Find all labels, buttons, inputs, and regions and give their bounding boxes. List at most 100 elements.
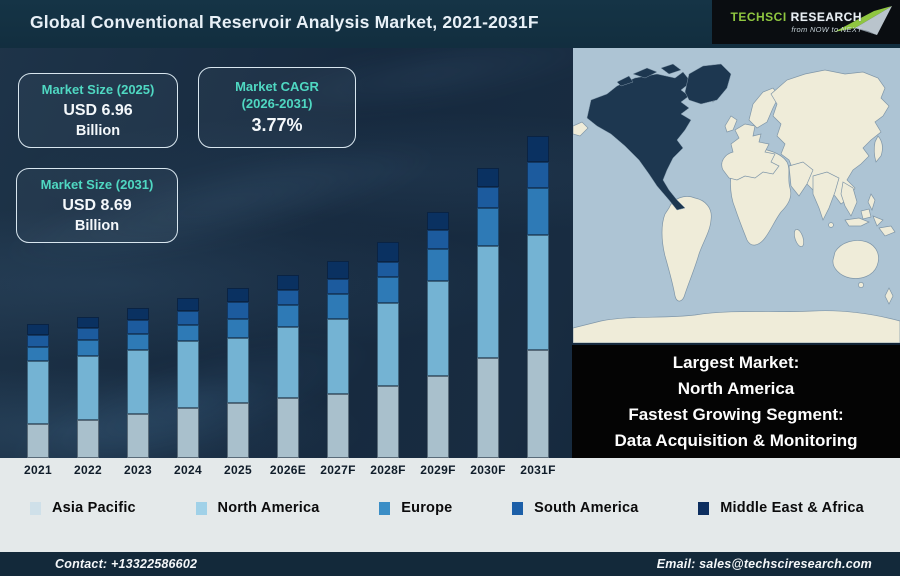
bar-segment-asia-pacific bbox=[527, 350, 549, 458]
bar-segment-europe bbox=[27, 347, 49, 361]
bar-segment-europe bbox=[177, 325, 199, 341]
callout-line: Fastest Growing Segment: bbox=[628, 404, 844, 424]
bar-segment-middle-east-africa bbox=[77, 317, 99, 328]
year-label-2026E: 2026E bbox=[269, 463, 307, 477]
bar-segment-middle-east-africa bbox=[277, 275, 299, 290]
legend-item-asia-pacific: Asia Pacific bbox=[30, 500, 136, 516]
bar-slot-2026E bbox=[263, 118, 313, 458]
bar-segment-asia-pacific bbox=[327, 394, 349, 458]
bar-segment-middle-east-africa bbox=[377, 242, 399, 262]
bar-2030F bbox=[477, 168, 499, 458]
bar-segment-asia-pacific bbox=[27, 424, 49, 458]
bar-segment-middle-east-africa bbox=[177, 298, 199, 311]
bar-2031F bbox=[527, 136, 549, 458]
bar-segment-north-america bbox=[377, 303, 399, 386]
map-region-greenland bbox=[684, 63, 732, 105]
bar-segment-asia-pacific bbox=[277, 398, 299, 458]
year-label-2030F: 2030F bbox=[470, 463, 506, 477]
bar-slot-2029F bbox=[413, 118, 463, 458]
bar-segment-south-america bbox=[527, 162, 549, 188]
bar-segment-north-america bbox=[127, 350, 149, 414]
x-axis-year-labels: 2021 2022 2023 2024 2025 2026E 2027F 2028F 2029F… bbox=[13, 463, 563, 477]
bar-segment-asia-pacific bbox=[127, 414, 149, 458]
stat-value: USD 6.96 bbox=[63, 101, 133, 119]
stat-box-market-cagr: Market CAGR (2026-2031) 3.77% bbox=[198, 67, 356, 148]
bar-segment-north-america bbox=[227, 338, 249, 403]
bar-segment-europe bbox=[377, 277, 399, 303]
legend-swatch bbox=[195, 501, 207, 515]
chart-legend: Asia Pacific North America Europe South Ame… bbox=[0, 500, 900, 516]
bar-segment-asia-pacific bbox=[377, 386, 399, 458]
legend-swatch bbox=[512, 501, 524, 515]
bar-segment-europe bbox=[127, 334, 149, 350]
bar-2023 bbox=[127, 308, 149, 458]
bar-2025 bbox=[227, 288, 249, 458]
bar-segment-south-america bbox=[277, 290, 299, 305]
stacked-bar-chart bbox=[13, 118, 563, 458]
stat-box-market-size-2025: Market Size (2025) USD 6.96 Billion bbox=[18, 73, 178, 148]
bar-segment-europe bbox=[227, 319, 249, 338]
bar-segment-south-america bbox=[27, 335, 49, 347]
bar-segment-asia-pacific bbox=[177, 408, 199, 458]
bar-slot-2022 bbox=[63, 118, 113, 458]
page-footer: Contact: +13322586602 Email: sales@techs… bbox=[0, 552, 900, 576]
bar-slot-2031F bbox=[513, 118, 563, 458]
legend-label: Asia Pacific bbox=[52, 500, 136, 516]
year-label-2024: 2024 bbox=[174, 463, 202, 477]
bar-segment-south-america bbox=[427, 230, 449, 249]
legend-item-middle-east-africa: Middle East & Africa bbox=[698, 500, 864, 516]
year-label-2025: 2025 bbox=[224, 463, 252, 477]
bar-segment-north-america bbox=[477, 246, 499, 358]
year-label-2031F: 2031F bbox=[520, 463, 556, 477]
world-map bbox=[573, 48, 900, 343]
bar-segment-europe bbox=[527, 188, 549, 235]
legend-item-south-america: South America bbox=[512, 500, 638, 516]
bar-segment-north-america bbox=[27, 361, 49, 424]
logo-tagline: from NOW to NEXT bbox=[791, 25, 862, 34]
year-label-2021: 2021 bbox=[24, 463, 52, 477]
legend-item-europe: Europe bbox=[379, 500, 452, 516]
bar-segment-north-america bbox=[177, 341, 199, 408]
legend-label: South America bbox=[534, 500, 639, 516]
logo-brand-primary: TECHSCI bbox=[730, 10, 787, 24]
year-label-2029F: 2029F bbox=[420, 463, 456, 477]
bar-slot-2027F bbox=[313, 118, 363, 458]
bar-segment-middle-east-africa bbox=[327, 261, 349, 279]
bar-segment-middle-east-africa bbox=[127, 308, 149, 320]
arrow-icon bbox=[834, 6, 892, 35]
logo-wordmark: TECHSCI RESEARCH from NOW to NEXT bbox=[730, 10, 862, 34]
contact-text: Contact: +13322586602 bbox=[55, 557, 198, 571]
bar-segment-asia-pacific bbox=[427, 376, 449, 458]
stat-box-market-size-2031: Market Size (2031) USD 8.69 Billion bbox=[16, 168, 178, 243]
stat-value: 3.77% bbox=[251, 114, 303, 135]
bar-slot-2024 bbox=[163, 118, 213, 458]
bar-segment-europe bbox=[477, 208, 499, 246]
bar-segment-middle-east-africa bbox=[27, 324, 49, 335]
bar-2029F bbox=[427, 212, 449, 458]
bar-2028F bbox=[377, 242, 399, 458]
bar-slot-2025 bbox=[213, 118, 263, 458]
bar-segment-asia-pacific bbox=[477, 358, 499, 458]
legend-item-north-america: North America bbox=[195, 500, 320, 516]
world-map-image bbox=[573, 48, 900, 343]
bar-segment-south-america bbox=[377, 262, 399, 277]
stat-unit: Billion bbox=[74, 217, 120, 234]
year-label-2023: 2023 bbox=[124, 463, 152, 477]
callout-line: Data Acquisition & Monitoring bbox=[614, 430, 858, 450]
bar-segment-asia-pacific bbox=[77, 420, 99, 458]
chart-footer-area: 2021 2022 2023 2024 2025 2026E 2027F 2028F 2029F… bbox=[0, 458, 900, 552]
bar-segment-north-america bbox=[527, 235, 549, 350]
bar-segment-north-america bbox=[427, 281, 449, 376]
logo-brand-secondary: RESEARCH bbox=[790, 10, 862, 24]
bar-2024 bbox=[177, 298, 199, 458]
bar-segment-asia-pacific bbox=[227, 403, 249, 458]
year-label-2027F: 2027F bbox=[320, 463, 356, 477]
bar-segment-south-america bbox=[477, 187, 499, 208]
bar-segment-south-america bbox=[77, 328, 99, 340]
page-title: Global Conventional Reservoir Analysis M… bbox=[30, 12, 539, 32]
bar-2027F bbox=[327, 261, 349, 458]
callout-line: North America bbox=[677, 378, 795, 398]
legend-label: Middle East & Africa bbox=[720, 500, 864, 516]
largest-market-callout: Largest Market: North America Fastest Gr… bbox=[572, 345, 900, 458]
bar-segment-south-america bbox=[327, 279, 349, 294]
